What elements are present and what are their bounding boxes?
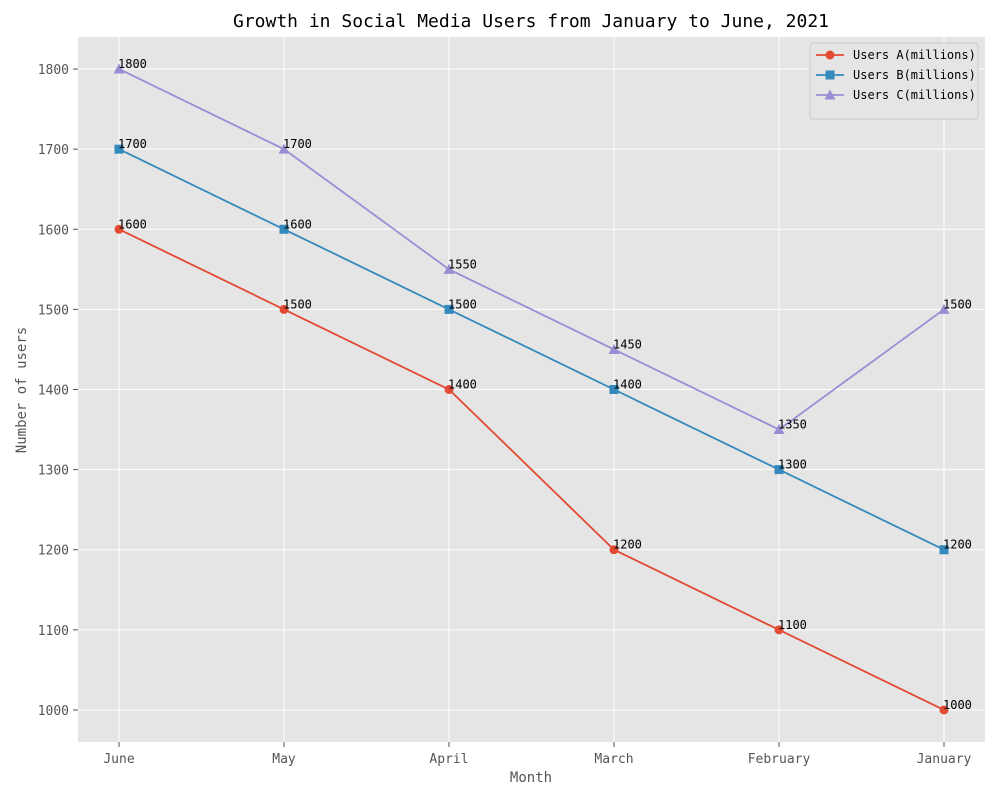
y-tick-label: 1200 [38,544,69,559]
data-label: 1450 [613,337,642,351]
x-tick-label: February [748,752,811,767]
series-1 [114,224,949,715]
x-tick-label: June [103,752,134,767]
y-tick-label: 1800 [38,63,69,78]
data-label: 1500 [943,297,972,311]
y-axis-label: Number of users [14,327,30,453]
x-tick-label: April [429,752,468,767]
data-label: 1000 [943,698,972,712]
data-label: 1400 [448,378,477,392]
x-tick-label: May [272,752,296,767]
legend-box [809,42,979,120]
x-tick-label: March [594,752,633,767]
x-tick-label: January [917,752,972,767]
chart-title: Growth in Social Media Users from Januar… [233,11,829,32]
data-point [114,144,124,154]
y-tick-label: 1500 [38,303,69,318]
data-labels: 1600 1500 1400 1200 1100 1000 1700 1600 1500 1400… [118,57,972,712]
data-point [444,304,454,314]
data-point [609,385,619,394]
data-label: 1350 [778,418,807,432]
data-label: 1700 [118,137,147,151]
data-label: 1500 [283,297,312,311]
data-point [279,304,289,314]
data-label: 1100 [778,618,807,632]
y-tick-label: 1700 [38,143,69,158]
data-label: 1200 [613,538,642,552]
data-point [444,385,454,394]
data-label: 1300 [778,458,807,472]
y-tick-label: 1300 [38,464,69,479]
data-point [443,263,455,274]
x-axis-label: Month [510,770,552,786]
data-point [773,424,785,435]
data-label: 1600 [283,217,312,231]
data-label: 1700 [283,137,312,151]
series-line [118,68,945,431]
data-label: 1400 [613,378,642,392]
data-point [774,625,784,635]
data-point [609,545,619,555]
series-group [113,63,950,715]
data-label: 1500 [448,297,477,311]
data-point [774,465,784,475]
y-tick-label: 1400 [38,384,69,399]
legend-marker [824,89,836,100]
data-point [278,143,290,154]
data-label: 1800 [118,57,147,71]
series-3 [113,63,950,435]
series-line [118,148,945,551]
data-point [939,705,949,715]
data-label: 1200 [943,538,972,552]
data-label: 1550 [448,257,477,271]
series-2 [114,144,949,555]
data-point [938,303,950,314]
data-label: 1600 [118,217,147,231]
legend-marker [825,50,835,60]
data-point [114,224,124,234]
legend-label: Users C(millions) [853,88,976,102]
data-point [939,545,949,555]
data-point [279,224,289,234]
y-tick-label: 1000 [38,704,69,719]
legend-label: Users B(millions) [853,68,976,82]
legend: Users A(millions) Users B(millions) Users … [809,42,979,120]
legend-marker [825,70,835,80]
y-tick-label: 1100 [38,624,69,639]
axis-ticks: 1000 1100 1200 1300 1400 1500 1600 1700 1800 June… [38,63,972,767]
data-point [113,63,125,74]
series-line [118,228,945,711]
y-tick-label: 1600 [38,223,69,238]
data-point [608,343,620,354]
legend-label: Users A(millions) [853,48,976,62]
grid-lines [78,37,985,742]
